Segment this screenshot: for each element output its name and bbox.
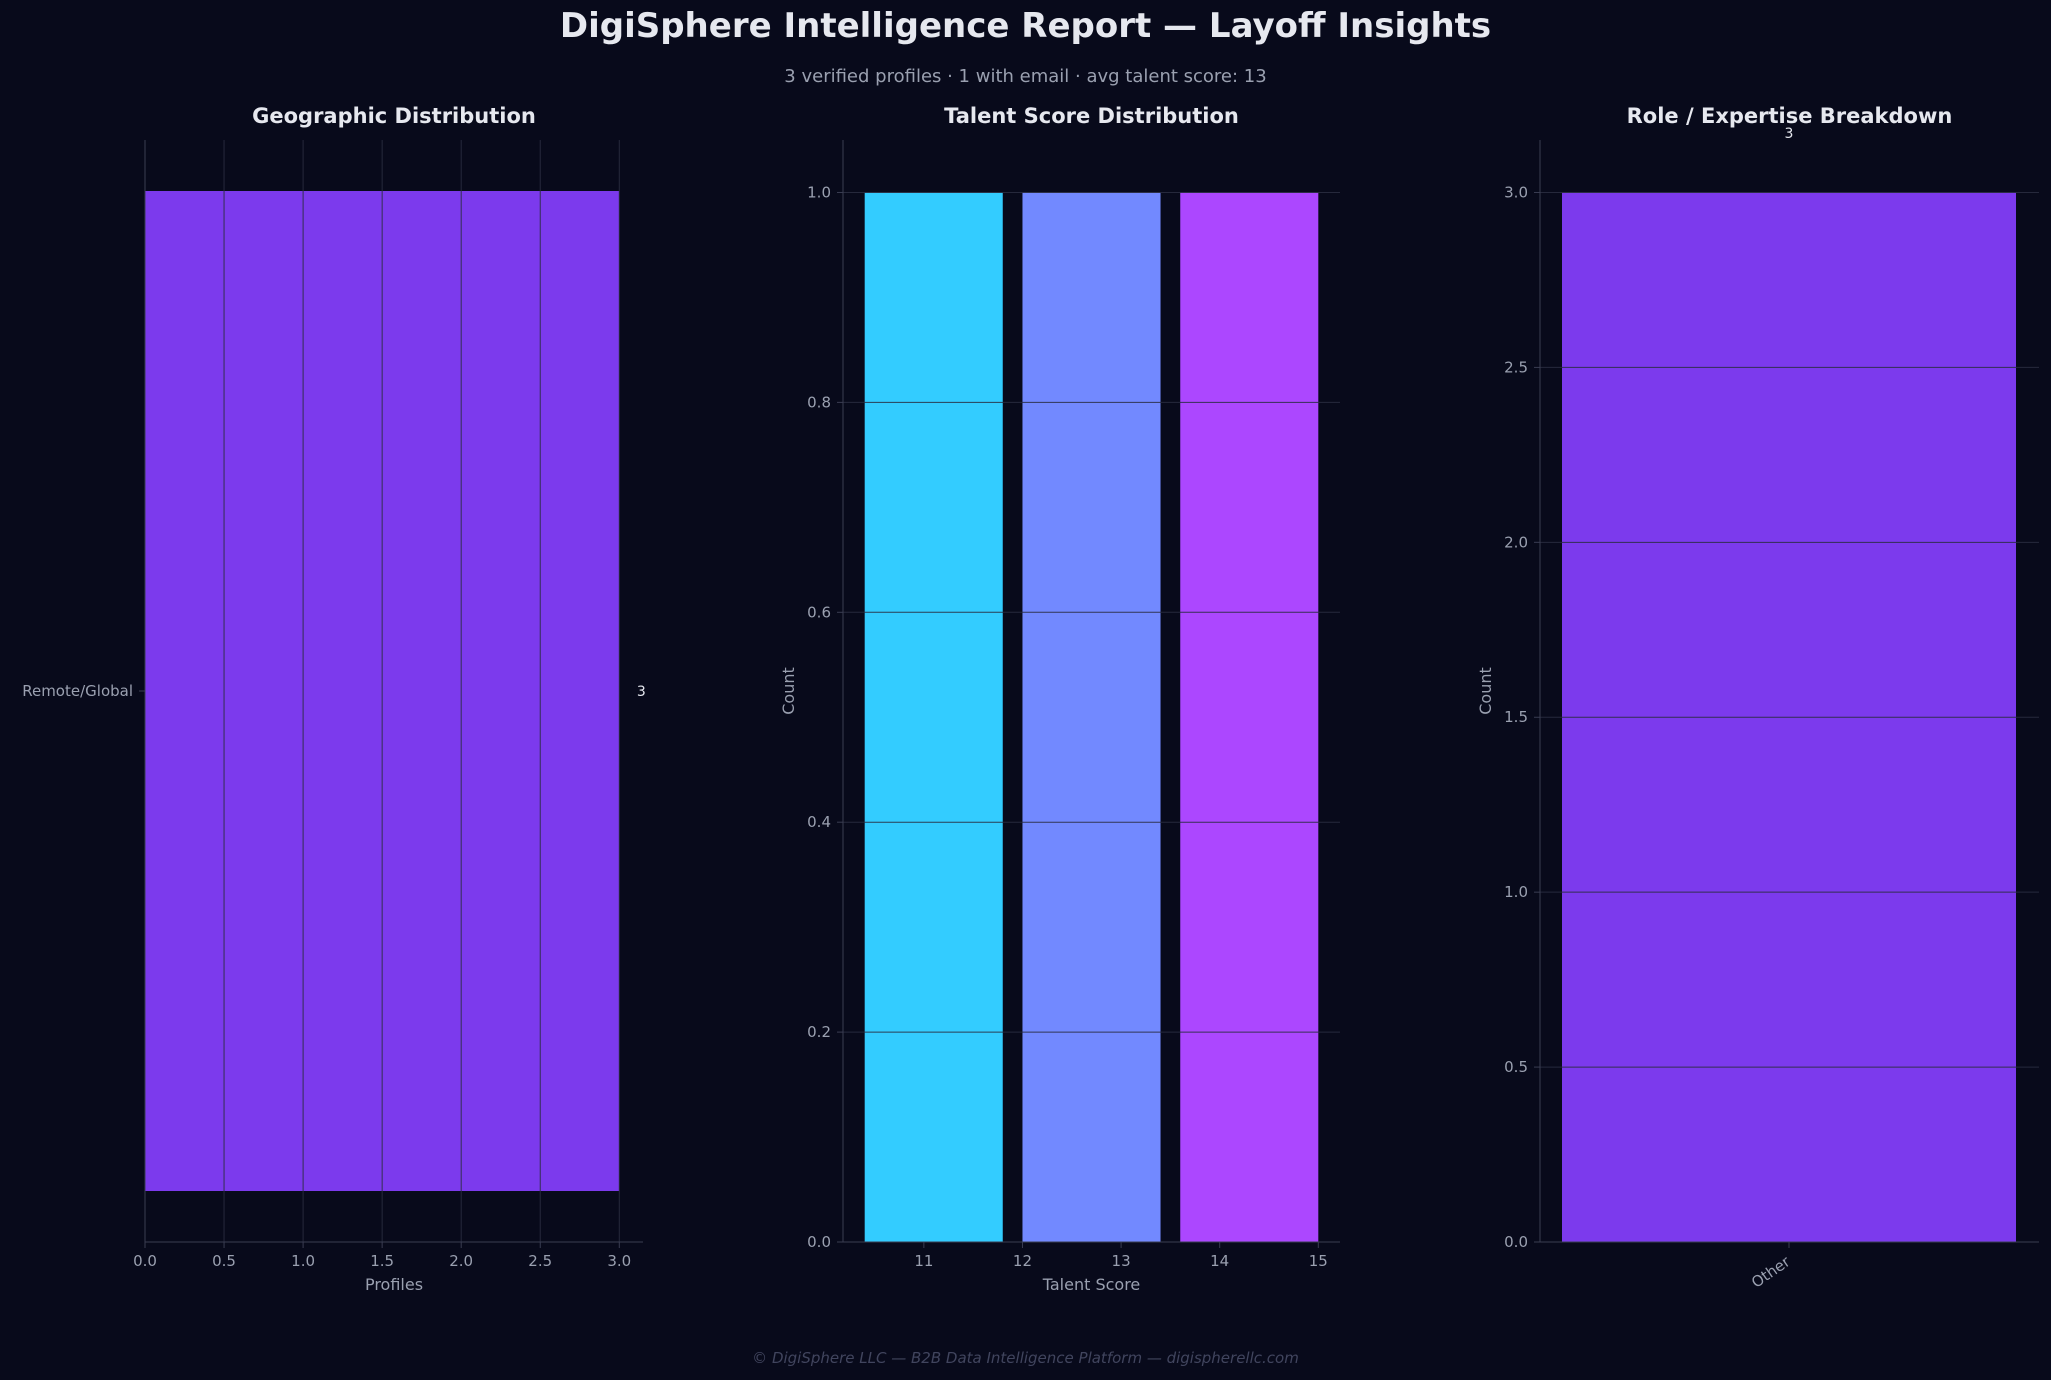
talent-x-tick-label: 15	[1309, 1252, 1328, 1270]
role-y-tick-label: 2.5	[1504, 358, 1528, 376]
geo-chart-title: Geographic Distribution	[252, 104, 536, 128]
talent-x-tick-label: 14	[1210, 1252, 1229, 1270]
geo-x-tick-label: 2.0	[449, 1252, 473, 1270]
geo-x-tick-label: 0.5	[212, 1252, 236, 1270]
role-y-tick-label: 0.0	[1504, 1233, 1528, 1251]
role-y-tick-label: 0.5	[1504, 1058, 1528, 1076]
talent-y-tick-label: 0.0	[807, 1233, 831, 1251]
talent-bar	[1180, 192, 1319, 1242]
geo-x-tick-label: 0.0	[133, 1252, 157, 1270]
talent-y-tick-label: 0.4	[807, 813, 831, 831]
role-y-tick-label: 3.0	[1504, 183, 1528, 201]
talent-bar	[1022, 192, 1161, 1242]
role-bar-value-label: 3	[1785, 126, 1794, 142]
geo-y-tick-label: Remote/Global	[22, 682, 133, 700]
report-subtitle: 3 verified profiles · 1 with email · avg…	[784, 66, 1267, 87]
role-y-tick-label: 1.0	[1504, 883, 1528, 901]
role-x-tick-label: Other	[1748, 1252, 1794, 1292]
talent-bar	[864, 192, 1003, 1242]
talent-y-tick-label: 0.6	[807, 603, 831, 621]
talent-x-axis-label: Talent Score	[1042, 1275, 1141, 1294]
role-chart-title: Role / Expertise Breakdown	[1627, 104, 1953, 128]
role-y-tick-label: 1.5	[1504, 708, 1528, 726]
talent-y-axis-label: Count	[779, 667, 798, 715]
geo-x-tick-label: 1.0	[291, 1252, 315, 1270]
talent-x-tick-label: 11	[914, 1252, 933, 1270]
talent-x-tick-label: 12	[1013, 1252, 1032, 1270]
talent-y-tick-label: 0.2	[807, 1023, 831, 1041]
geo-x-tick-label: 1.5	[370, 1252, 394, 1270]
talent-y-tick-label: 0.8	[807, 393, 831, 411]
role-y-tick-label: 2.0	[1504, 533, 1528, 551]
geo-x-axis-label: Profiles	[365, 1275, 423, 1294]
geo-bar-value-label: 3	[637, 684, 646, 700]
role-y-axis-label: Count	[1476, 667, 1495, 715]
talent-x-tick-label: 13	[1112, 1252, 1131, 1270]
talent-y-tick-label: 1.0	[807, 183, 831, 201]
geo-x-tick-label: 3.0	[607, 1252, 631, 1270]
report-title: DigiSphere Intelligence Report — Layoff …	[559, 6, 1492, 46]
footer-copyright: © DigiSphere LLC — B2B Data Intelligence…	[752, 1349, 1299, 1367]
geo-x-tick-label: 2.5	[528, 1252, 552, 1270]
talent-chart-title: Talent Score Distribution	[944, 104, 1239, 128]
